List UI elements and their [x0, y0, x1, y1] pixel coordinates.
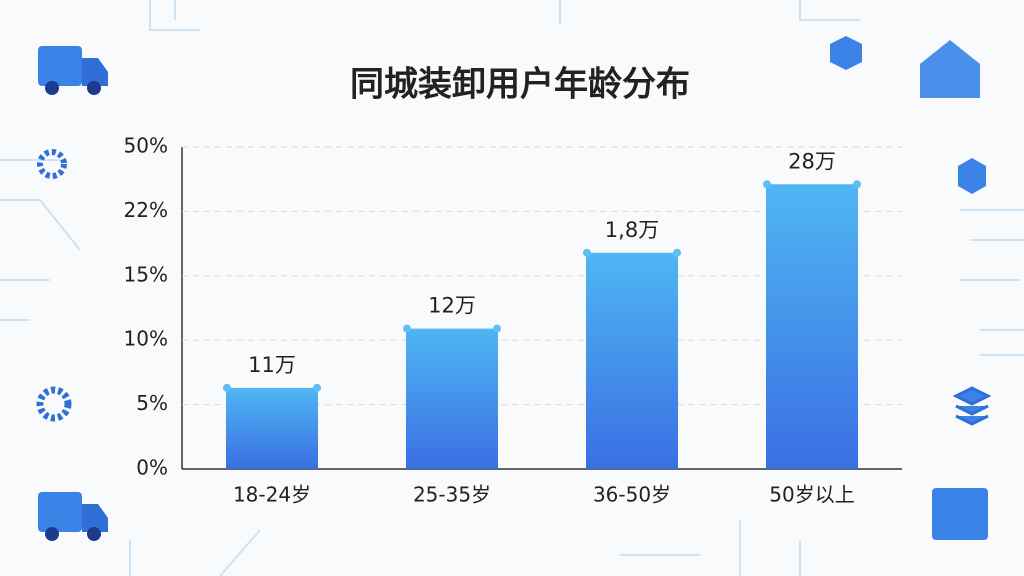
bar-cap-dot	[853, 180, 861, 189]
bar-cap-dot	[673, 248, 681, 257]
package-icon	[932, 488, 988, 540]
bar-label: 28万	[788, 149, 836, 173]
truck-icon	[38, 492, 108, 541]
y-tick-label: 50%	[124, 134, 168, 158]
bar-label: 12万	[428, 294, 476, 318]
gear-icon	[37, 149, 67, 179]
bar-cap-dot	[763, 180, 771, 189]
bar	[406, 328, 498, 469]
bar-cap-dot	[583, 248, 591, 257]
bar	[586, 252, 678, 469]
box-icon	[958, 158, 986, 194]
x-tick-label: 25-35岁	[413, 483, 491, 507]
bar-cap-dot	[403, 324, 411, 333]
truck-icon	[38, 46, 108, 95]
x-tick-label: 50岁以上	[769, 483, 854, 507]
bar-cap-dot	[223, 383, 231, 392]
chart-title: 同城装卸用户年龄分布	[350, 65, 690, 105]
y-tick-label: 5%	[136, 391, 168, 415]
box-icon	[830, 36, 862, 70]
y-tick-label: 0%	[136, 456, 168, 480]
house-icon	[920, 40, 980, 98]
layers-icon	[952, 386, 992, 426]
bar	[766, 184, 858, 469]
y-tick-label: 15%	[124, 262, 168, 286]
bar	[226, 387, 318, 469]
y-tick-label: 22%	[124, 198, 168, 222]
bar-cap-dot	[313, 383, 321, 392]
bar-label: 1,8万	[605, 218, 659, 242]
x-tick-label: 18-24岁	[233, 483, 311, 507]
bar-label: 11万	[248, 353, 296, 377]
x-tick-label: 36-50岁	[593, 483, 671, 507]
bar-cap-dot	[493, 324, 501, 333]
y-tick-label: 10%	[124, 327, 168, 351]
gear-icon	[36, 386, 72, 422]
